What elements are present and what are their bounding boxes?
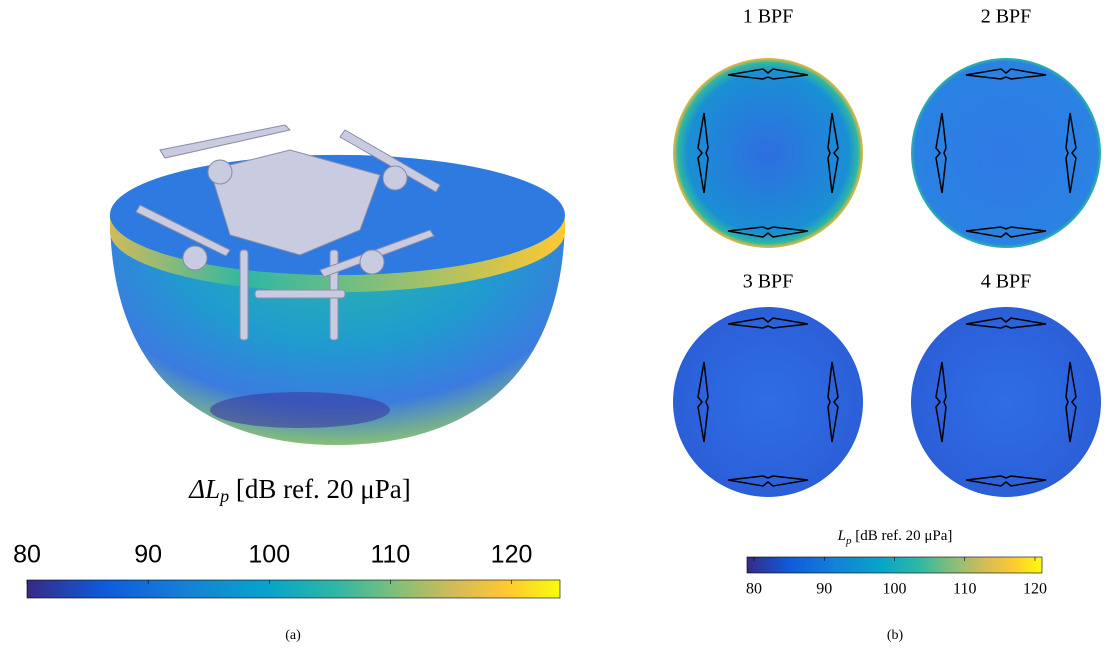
colorbar-tick-label: 120: [491, 541, 533, 569]
colorbar: [27, 580, 560, 598]
subplot-title: 4 BPF: [981, 271, 1032, 293]
colorbar-tick-label: 80: [13, 541, 41, 569]
subplot-title: 2 BPF: [981, 6, 1032, 28]
subplot-title: 3 BPF: [743, 271, 794, 293]
colorbar-label: Lp [dB ref. 20 μPa]: [837, 528, 953, 546]
colorbar-tick-label: 100: [248, 541, 290, 569]
colorbar-tick-label: 90: [816, 581, 832, 598]
colorbar-tick-label: 100: [883, 581, 907, 598]
colorbar-label: ΔLp [dB ref. 20 μPa]: [188, 474, 411, 506]
caption: (b): [887, 628, 904, 643]
colorbar-tick-label: 110: [370, 541, 410, 569]
colorbar-tick-label: 90: [134, 541, 162, 569]
subplot-title: 1 BPF: [743, 6, 794, 28]
colorbar-tick-label: 110: [953, 581, 976, 598]
caption: (a): [285, 628, 301, 643]
figure: ΔLp [dB ref. 20 μPa] Lp [dB ref. 20 μPa]…: [0, 0, 1119, 653]
disk-maps: [673, 58, 1101, 497]
colorbar-tick-label: 80: [746, 581, 762, 598]
colorbar-tick-label: 120: [1023, 581, 1047, 598]
